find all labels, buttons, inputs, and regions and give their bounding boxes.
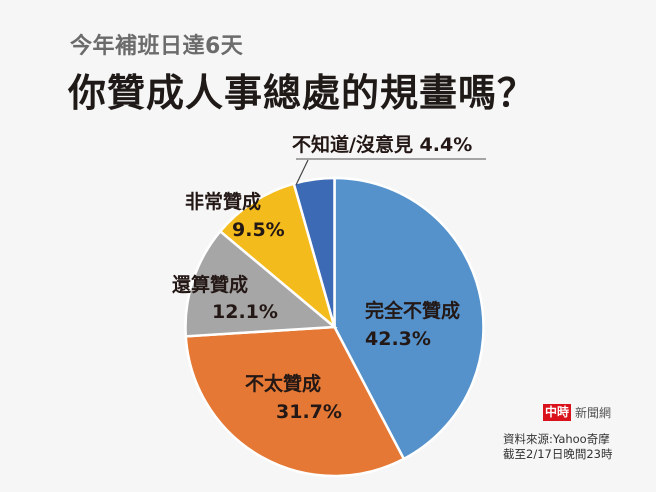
logo-text: 新聞網 [575, 406, 612, 420]
chart-title: 你贊成人事總處的規畫嗎？ [68, 71, 537, 115]
label-somewhat-oppose-name: 不太贊成 [245, 373, 322, 395]
pie-slice-2 [184, 229, 338, 338]
pie-slice-1 [184, 325, 406, 478]
label-strongly-support-pct: 9.5% [232, 219, 285, 241]
label-somewhat-support-pct: 12.1% [212, 301, 278, 323]
pie-slice-3 [218, 182, 337, 331]
label-no-opinion: 不知道/沒意見 4.4% [292, 134, 473, 156]
source-note: 資料來源:Yahoo奇摩 截至2/17日晚間23時 [503, 432, 612, 462]
pie-slice-4 [292, 176, 336, 328]
chart-subtitle: 今年補班日達6天 [70, 34, 244, 59]
pie-slice-0 [333, 176, 485, 461]
label-somewhat-oppose-pct: 31.7% [276, 401, 342, 423]
cutoff-text: 截至2/17日晚間23時 [503, 447, 613, 461]
logo-mark: 中時 [543, 404, 572, 421]
label-strongly-oppose-pct: 42.3% [365, 328, 431, 350]
label-somewhat-support-name: 還算贊成 [172, 274, 249, 296]
label-strongly-oppose-name: 完全不贊成 [365, 300, 461, 322]
label-strongly-support-name: 非常贊成 [185, 191, 262, 213]
source-text: 資料來源:Yahoo奇摩 [503, 432, 610, 446]
chinatimes-logo: 中時 新聞網 [543, 404, 611, 421]
leader-line [295, 159, 309, 186]
